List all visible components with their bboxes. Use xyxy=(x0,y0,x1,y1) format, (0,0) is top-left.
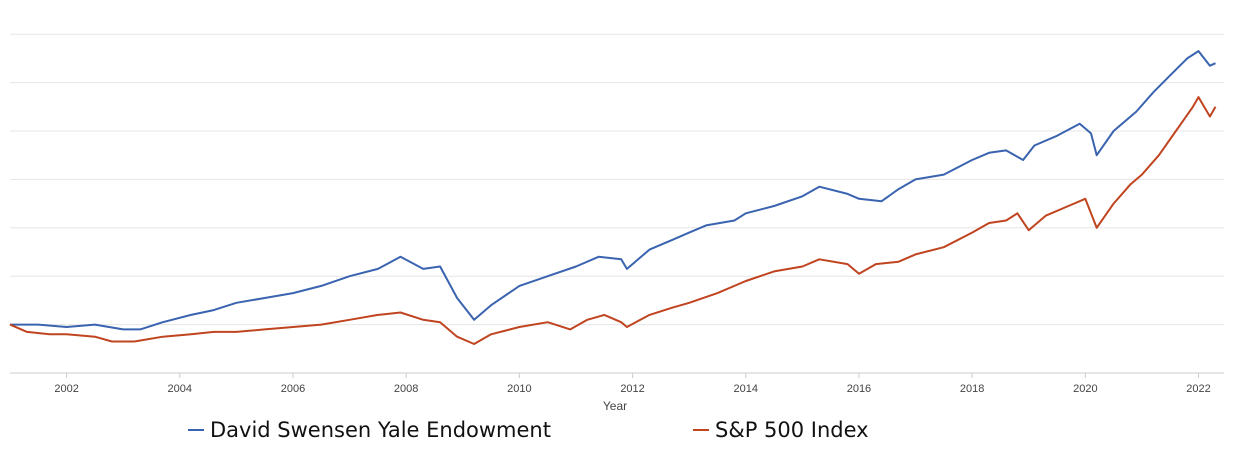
series-line-sp500 xyxy=(9,96,1217,345)
x-tick-label: 2020 xyxy=(1073,383,1097,395)
series-layer xyxy=(9,50,1217,345)
legend-label-sp500: S&P 500 Index xyxy=(715,418,869,442)
x-tick-label: 2010 xyxy=(507,383,531,395)
x-axis-ticks: 2002 2004 2006 2008 2010 2012 2014 2016 2018 2020… xyxy=(54,373,1211,395)
gridlines xyxy=(10,33,1224,326)
x-tick-label: 2018 xyxy=(960,383,984,395)
x-tick-label: 2006 xyxy=(281,383,305,395)
x-tick-label: 2012 xyxy=(620,383,644,395)
legend-item-yale[interactable]: David Swensen Yale Endowment xyxy=(188,418,551,442)
x-tick-label: 2022 xyxy=(1186,383,1210,395)
legend: David Swensen Yale Endowment S&P 500 Ind… xyxy=(0,418,1236,452)
x-axis-title: Year xyxy=(603,399,627,413)
series-line-yale xyxy=(10,50,1216,331)
legend-item-sp500[interactable]: S&P 500 Index xyxy=(693,418,869,442)
legend-swatch-yale xyxy=(188,429,204,431)
legend-label-yale: David Swensen Yale Endowment xyxy=(210,418,551,442)
x-tick-label: 2014 xyxy=(734,383,758,395)
x-tick-label: 2004 xyxy=(168,383,192,395)
x-tick-label: 2016 xyxy=(847,383,871,395)
line-chart: 2002 2004 2006 2008 2010 2012 2014 2016 2018 2020… xyxy=(9,33,1224,413)
legend-swatch-sp500 xyxy=(693,429,709,431)
x-tick-label: 2002 xyxy=(54,383,78,395)
x-tick-label: 2008 xyxy=(394,383,418,395)
